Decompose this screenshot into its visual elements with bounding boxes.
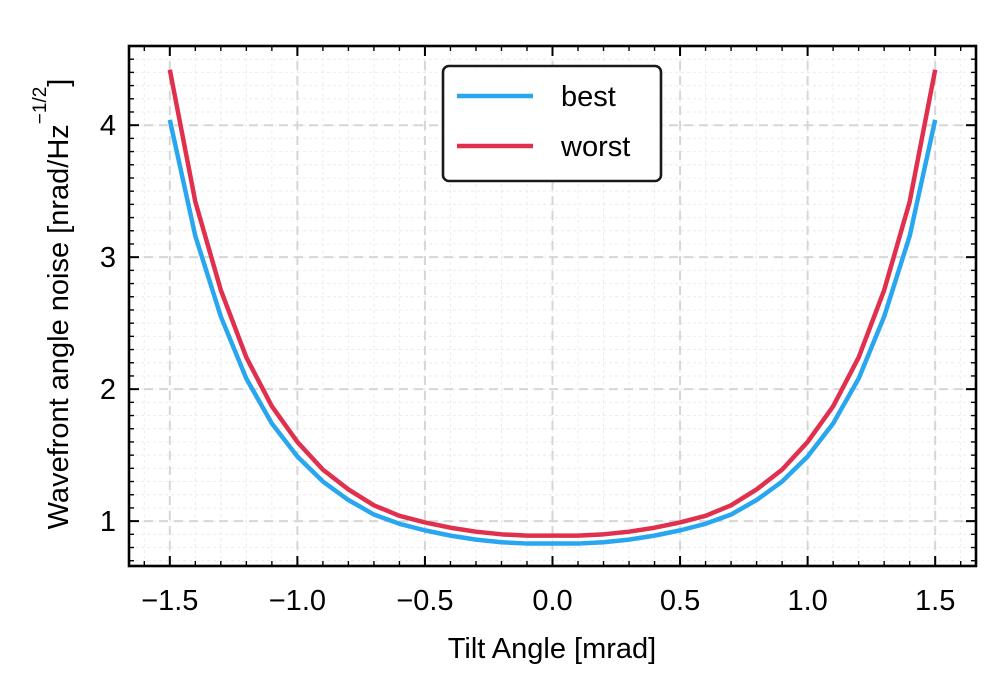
x-tick-label: 1.5 <box>915 585 955 617</box>
y-axis-label-main: Wavefront angle noise [nrad/Hz <box>43 124 75 529</box>
y-tick-label: 2 <box>100 374 116 406</box>
series-line-worst <box>167 69 938 538</box>
series-layer <box>167 69 938 546</box>
y-tick-label: 4 <box>100 110 116 142</box>
tick-labels: −1.5 −1.0 −0.5 0.0 0.5 1.0 1.5 1 2 3 4 <box>100 110 955 617</box>
y-axis-label-close: ] <box>43 79 75 87</box>
legend: best worst <box>441 64 663 183</box>
x-tick-label: 0.5 <box>660 585 700 617</box>
x-tick-label: −0.5 <box>396 585 453 617</box>
x-axis-label: Tilt Angle [mrad] <box>448 633 656 665</box>
x-tick-label: 1.0 <box>787 585 827 617</box>
y-axis-label: Wavefront angle noise [nrad/Hz−1/2] <box>30 79 75 530</box>
legend-label-worst: worst <box>560 131 630 163</box>
x-tick-label: 0.0 <box>532 585 572 617</box>
major-grid <box>129 46 976 566</box>
x-tick-label: −1.5 <box>141 585 198 617</box>
x-tick-label: −1.0 <box>269 585 326 617</box>
y-axis-label-exponent: −1/2 <box>30 87 51 125</box>
legend-label-best: best <box>561 81 616 113</box>
series-line-best <box>167 119 938 546</box>
svg-text:Wavefront angle noise [nrad/Hz: Wavefront angle noise [nrad/Hz−1/2] <box>30 79 75 530</box>
y-tick-label: 3 <box>100 242 116 274</box>
y-tick-label: 1 <box>100 506 116 538</box>
axis-ticks <box>129 45 976 566</box>
legend-box <box>441 64 663 183</box>
